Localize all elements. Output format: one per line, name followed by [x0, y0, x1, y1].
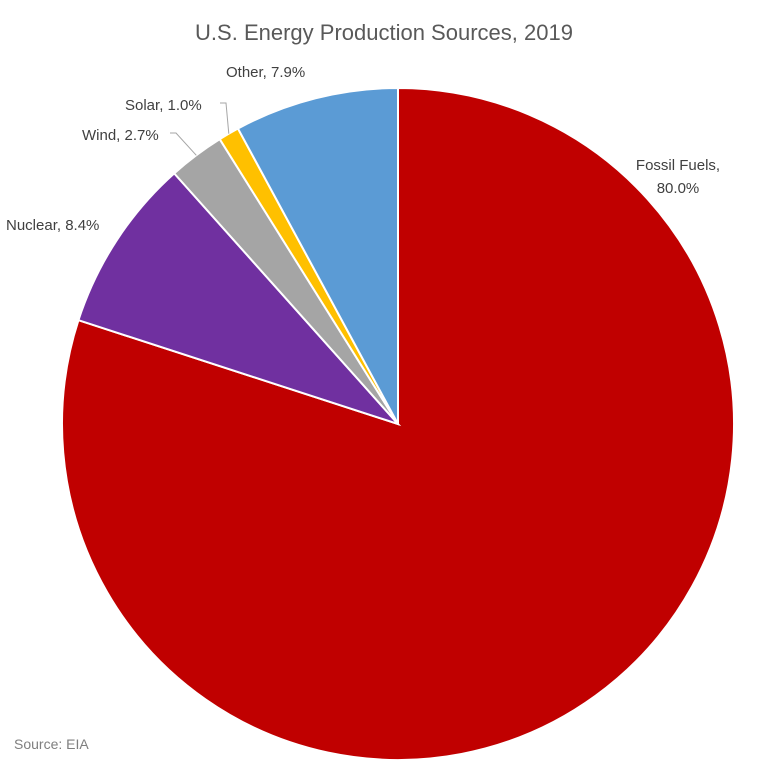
leader-line-wind	[170, 132, 197, 156]
leader-lines	[170, 102, 230, 156]
pie-slice-fossil-fuels	[61, 86, 735, 761]
slice-label-wind: Wind, 2.7%	[82, 127, 159, 144]
chart-title: U.S. Energy Production Sources, 2019	[195, 20, 573, 45]
source-note: Source: EIA	[14, 736, 89, 752]
slice-label-fossil-fuels: Fossil Fuels,	[636, 157, 720, 174]
leader-line-solar	[220, 102, 230, 134]
slice-label-other: Other, 7.9%	[226, 64, 305, 81]
pie-slice-nuclear	[77, 171, 402, 427]
slice-label-nuclear: Nuclear, 8.4%	[6, 217, 99, 234]
pie-slices	[61, 86, 735, 761]
slice-label-solar: Solar, 1.0%	[125, 97, 202, 114]
pie-slice-other	[236, 86, 399, 425]
slice-label-fossil-fuels-value: 80.0%	[657, 180, 700, 197]
